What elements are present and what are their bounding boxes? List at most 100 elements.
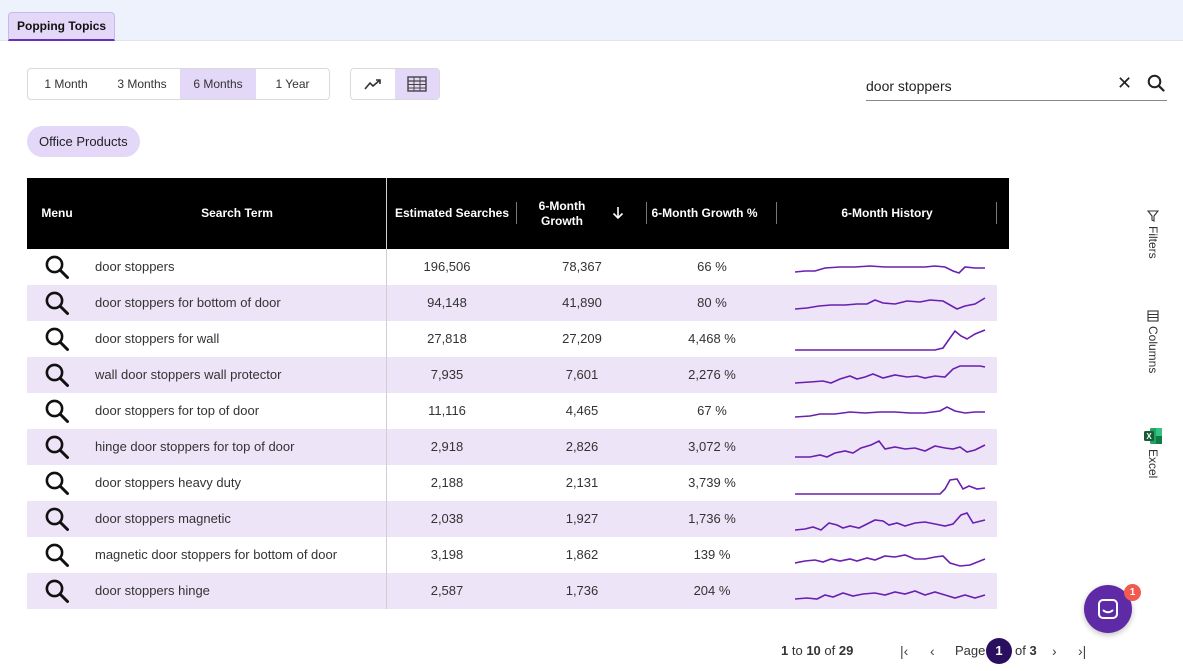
- columns-icon: [1147, 310, 1159, 322]
- growth-cell: 1,927: [565, 511, 599, 526]
- header-6-month-history: 6-Month History: [841, 206, 933, 220]
- table-row[interactable]: hinge door stoppers for top of door 2,91…: [27, 429, 997, 465]
- chat-notification-badge: 1: [1124, 584, 1141, 601]
- growth-cell: 1,862: [565, 547, 599, 562]
- range-1-year-button[interactable]: 1 Year: [275, 77, 310, 91]
- column-divider: [386, 178, 387, 609]
- trend-line-icon: [364, 79, 381, 90]
- header-growth-line2: Growth: [541, 213, 583, 228]
- header-menu: Menu: [41, 206, 73, 220]
- estimated-searches-cell: 196,506: [423, 259, 471, 274]
- growth-pct-cell: 66 %: [697, 259, 727, 274]
- search-input[interactable]: [866, 76, 1106, 96]
- table-row[interactable]: door stoppers hinge 2,587 1,736 204 %: [27, 573, 997, 609]
- growth-pct-cell: 3,739 %: [688, 475, 736, 490]
- table-grid-icon: [407, 76, 427, 92]
- growth-pct-cell: 4,468 %: [688, 331, 736, 346]
- history-sparkline: [795, 297, 986, 310]
- estimated-searches-cell: 27,818: [427, 331, 467, 346]
- growth-cell: 78,367: [562, 259, 602, 274]
- growth-cell: 2,826: [565, 439, 599, 454]
- row-count-summary: 1 to 10 of 29: [781, 640, 853, 662]
- chart-view-button[interactable]: [351, 69, 395, 99]
- row-search-icon[interactable]: [43, 501, 71, 537]
- range-3-months-button[interactable]: 3 Months: [117, 77, 167, 91]
- to-word: to: [791, 643, 803, 658]
- table-row[interactable]: door stoppers heavy duty 2,188 2,131 3,7…: [27, 465, 997, 501]
- filter-icon: [1147, 210, 1159, 222]
- svg-text:X: X: [1146, 432, 1152, 441]
- row-search-icon[interactable]: [43, 465, 71, 501]
- search-term-cell: door stoppers: [95, 259, 175, 274]
- search-term-cell: wall door stoppers wall protector: [95, 367, 282, 382]
- growth-pct-cell: 139 %: [693, 547, 731, 562]
- next-page-icon[interactable]: ›: [1052, 643, 1057, 659]
- row-search-icon[interactable]: [43, 393, 71, 429]
- table-row[interactable]: door stoppers for top of door 11,116 4,4…: [27, 393, 997, 429]
- table-row[interactable]: wall door stoppers wall protector 7,935 …: [27, 357, 997, 393]
- estimated-searches-cell: 2,918: [430, 439, 464, 454]
- row-search-icon[interactable]: [43, 357, 71, 393]
- close-icon[interactable]: ✕: [1117, 73, 1133, 93]
- estimated-searches-cell: 94,148: [427, 295, 467, 310]
- history-sparkline: [795, 365, 986, 384]
- range-start: 1: [781, 643, 789, 658]
- history-sparkline: [795, 590, 986, 600]
- growth-pct-cell: 204 %: [693, 583, 731, 598]
- excel-export-button[interactable]: X Excel: [1141, 427, 1165, 478]
- search-term-cell: hinge door stoppers for top of door: [95, 439, 295, 454]
- table-row[interactable]: door stoppers 196,506 78,367 66 %: [27, 249, 997, 285]
- range-6-months-button[interactable]: 6 Months: [180, 69, 256, 99]
- sort-down-arrow-icon[interactable]: [612, 206, 624, 220]
- table-row[interactable]: door stoppers magnetic 2,038 1,927 1,736…: [27, 501, 997, 537]
- table-row[interactable]: magnetic door stoppers for bottom of doo…: [27, 537, 997, 573]
- time-range-selector: 1 Month 3 Months 6 Months 1 Year: [27, 68, 330, 100]
- growth-pct-cell: 3,072 %: [688, 439, 736, 454]
- row-search-icon[interactable]: [43, 537, 71, 573]
- history-sparkline: [795, 406, 985, 418]
- estimated-searches-cell: 2,038: [430, 511, 464, 526]
- growth-pct-cell: 80 %: [697, 295, 727, 310]
- total-pages-number: 3: [1029, 643, 1037, 658]
- previous-page-icon[interactable]: ‹: [930, 643, 935, 659]
- category-chip[interactable]: Office Products: [27, 126, 140, 157]
- top-bar: Popping Topics: [0, 0, 1183, 41]
- of-word: of: [824, 643, 836, 658]
- row-search-icon[interactable]: [43, 429, 71, 465]
- search-icon[interactable]: [1147, 74, 1165, 92]
- header-search-term[interactable]: Search Term: [201, 206, 273, 220]
- estimated-searches-cell: 2,587: [430, 583, 464, 598]
- tab-popping-topics[interactable]: Popping Topics: [8, 12, 116, 41]
- header-growth-line1: 6-Month: [538, 198, 586, 213]
- table-view-button[interactable]: [395, 69, 439, 99]
- header-6-month-growth[interactable]: 6-Month Growth: [522, 178, 602, 249]
- chat-icon: [1098, 599, 1118, 619]
- table-row[interactable]: door stoppers for bottom of door 94,148 …: [27, 285, 997, 321]
- row-search-icon[interactable]: [43, 573, 71, 609]
- columns-panel-toggle[interactable]: Columns: [1141, 310, 1165, 373]
- range-1-month-button[interactable]: 1 Month: [44, 77, 88, 91]
- estimated-searches-cell: 7,935: [430, 367, 464, 382]
- first-page-icon[interactable]: |‹: [900, 643, 909, 659]
- estimated-searches-cell: 2,188: [430, 475, 464, 490]
- history-sparkline: [795, 512, 986, 531]
- header-estimated-searches[interactable]: Estimated Searches: [394, 206, 510, 220]
- row-search-icon[interactable]: [43, 285, 71, 321]
- table-row[interactable]: door stoppers for wall 27,818 27,209 4,4…: [27, 321, 997, 357]
- growth-pct-cell: 2,276 %: [688, 367, 736, 382]
- search-term-cell: door stoppers for bottom of door: [95, 295, 281, 310]
- last-page-icon[interactable]: ›|: [1078, 643, 1087, 659]
- history-sparkline: [795, 554, 986, 567]
- filters-panel-toggle[interactable]: Filters: [1141, 210, 1165, 259]
- view-mode-selector: [350, 68, 440, 100]
- history-sparkline: [795, 329, 986, 351]
- search-term-cell: door stoppers for wall: [95, 331, 220, 346]
- row-search-icon[interactable]: [43, 249, 71, 285]
- header-6-month-growth-pct[interactable]: 6-Month Growth %: [651, 206, 758, 220]
- search-term-cell: door stoppers heavy duty: [95, 475, 241, 490]
- search-term-cell: door stoppers for top of door: [95, 403, 260, 418]
- history-sparkline: [795, 265, 985, 274]
- row-search-icon[interactable]: [43, 321, 71, 357]
- of-word-pages: of: [1015, 643, 1026, 658]
- estimated-searches-cell: 11,116: [428, 403, 466, 418]
